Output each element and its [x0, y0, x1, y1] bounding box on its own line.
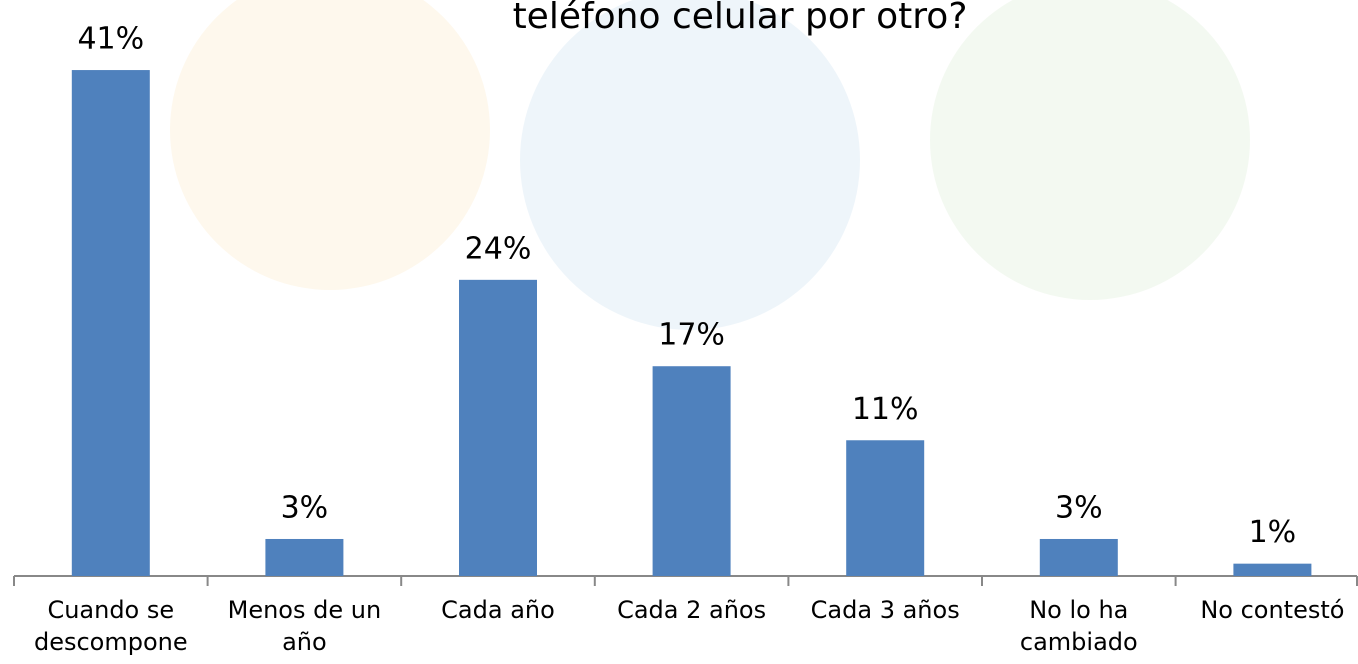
bar: [71, 70, 150, 576]
x-tick-label: No lo ha cambiado: [1019, 596, 1138, 656]
data-label: 41%: [77, 22, 144, 57]
x-tick-label: Cada 2 años: [617, 596, 767, 624]
data-label: 3%: [281, 490, 329, 525]
chart-title: teléfono celular por otro?: [513, 0, 968, 37]
x-tick-label: Cada año: [441, 596, 555, 624]
data-label: 11%: [852, 392, 919, 427]
bar: [1233, 563, 1312, 576]
bar: [265, 538, 344, 576]
x-tick-label: Cuando se descompone: [33, 596, 188, 656]
bar: [459, 279, 537, 576]
data-label: 24%: [465, 231, 532, 266]
bar: [652, 366, 731, 576]
x-tick-label: Cada 3 años: [810, 596, 960, 624]
bar: [846, 440, 925, 576]
data-label: 3%: [1055, 490, 1103, 525]
x-tick-label: No contestó: [1200, 596, 1345, 624]
x-tick-label: Menos de un año: [227, 596, 382, 656]
background-decoration: [170, 0, 1250, 330]
bar: [1039, 538, 1118, 576]
data-label: 17%: [658, 318, 725, 353]
data-label: 1%: [1249, 515, 1297, 550]
